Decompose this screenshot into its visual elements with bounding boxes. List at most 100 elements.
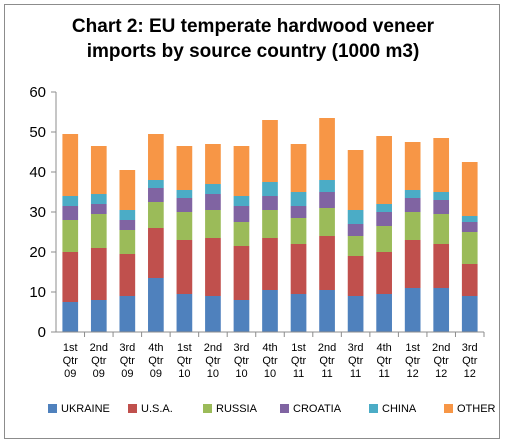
legend-label: U.S.A. (141, 403, 173, 415)
x-tick-label-line: Qtr (434, 355, 450, 367)
bar-segment-other (347, 150, 364, 210)
legend-swatch (369, 404, 378, 413)
y-tick-label: 10 (29, 284, 46, 301)
x-tick-label: 1st Qtr 11 (291, 342, 307, 380)
bar-segment-usa (461, 264, 478, 296)
bar-segment-russia (176, 212, 193, 240)
bar-segment-other (376, 136, 392, 204)
bar-segment-russia (90, 214, 107, 248)
bar-segment-ukraine (119, 296, 136, 332)
x-tick-label-line: 1st (291, 342, 306, 354)
x-tick-label-line: 10 (178, 368, 190, 380)
bar-segment-ukraine (62, 302, 79, 332)
bar-segment-ukraine (233, 300, 250, 332)
x-tick-label-line: 1st (405, 342, 420, 354)
x-tick-label-line: 09 (64, 368, 76, 380)
x-tick-label-line: Qtr (462, 355, 478, 367)
x-tick-label-line: 2nd (204, 342, 222, 354)
bar-stack (262, 120, 278, 332)
x-tick-label-line: Qtr (120, 355, 136, 367)
chart-title-line-1: Chart 2: EU temperate hardwood veneer (71, 16, 435, 37)
legend-item: CROATIA (280, 403, 342, 415)
bar-stack (62, 134, 79, 332)
x-tick-label: 3rd Qtr 11 (348, 342, 364, 380)
bar-segment-croatia (319, 192, 335, 208)
x-tick-label: 2nd Qtr 10 (204, 342, 222, 380)
bar-segment-usa (319, 236, 335, 290)
y-tick-label: 30 (29, 204, 46, 221)
x-tick-label-line: 2nd (90, 342, 108, 354)
bar-segment-china (176, 190, 193, 198)
bar-segment-china (148, 180, 164, 188)
bar-segment-china (205, 184, 221, 194)
bar-segment-china (62, 196, 79, 206)
x-tick-label-line: Qtr (319, 355, 335, 367)
bar-stack (290, 144, 307, 332)
y-tick-label: 0 (38, 324, 46, 341)
bar-segment-russia (148, 202, 164, 228)
x-tick-label-line: 11 (321, 368, 332, 380)
x-tick-label: 4th Qtr 09 (148, 342, 164, 380)
bar-segment-russia (376, 226, 392, 252)
bar-segment-usa (119, 254, 136, 296)
bar-segment-other (90, 146, 107, 194)
bar-segment-usa (433, 244, 450, 288)
bar-segment-china (461, 216, 478, 222)
legend-item: RUSSIA (203, 403, 258, 415)
bar-segment-usa (148, 228, 164, 278)
bar-segment-usa (376, 252, 392, 294)
x-tick-label-line: 11 (378, 368, 389, 380)
legend-label: UKRAINE (61, 403, 110, 415)
x-tick-label-line: 1st (177, 342, 192, 354)
bar-stacks (62, 118, 478, 332)
bar-segment-other (62, 134, 79, 196)
bar-segment-croatia (62, 206, 79, 220)
x-tick-label-line: 4th (148, 342, 163, 354)
bar-segment-croatia (376, 212, 392, 226)
x-tick-label-line: 4th (376, 342, 391, 354)
x-tick-label-line: 4th (262, 342, 277, 354)
x-tick-label-line: Qtr (148, 355, 164, 367)
y-tick-label: 60 (29, 84, 46, 101)
x-tick-label: 4th Qtr 10 (262, 342, 278, 380)
x-tick-label: 3rd Qtr 09 (119, 342, 135, 380)
x-tick-label-line: 3rd (462, 342, 478, 354)
bar-stack (90, 146, 107, 332)
bar-stack (148, 134, 164, 332)
bar-segment-ukraine (433, 288, 450, 332)
bar-stack (319, 118, 335, 332)
chart-title: Chart 2: EU temperate hardwood veneer im… (0, 14, 506, 64)
x-tick-label: 2nd Qtr 09 (90, 342, 108, 380)
x-tick-label-line: Qtr (63, 355, 79, 367)
bar-segment-ukraine (347, 296, 364, 332)
legend-label: CHINA (382, 403, 417, 415)
legend-item: OTHER (444, 403, 496, 415)
x-tick-label-line: Qtr (348, 355, 364, 367)
x-tick-label-line: 12 (407, 368, 419, 380)
legend-label: RUSSIA (216, 403, 258, 415)
x-tick-label-line: 2nd (318, 342, 336, 354)
x-tick-label-line: Qtr (262, 355, 278, 367)
x-tick-label-line: 10 (207, 368, 219, 380)
bar-segment-china (404, 190, 421, 198)
x-tick-label-line: Qtr (91, 355, 107, 367)
bar-stack (233, 146, 250, 332)
bar-segment-ukraine (461, 296, 478, 332)
bar-segment-croatia (347, 224, 364, 236)
bar-segment-usa (90, 248, 107, 300)
y-tick-label: 20 (29, 244, 46, 261)
x-tick-label-line: 1st (63, 342, 78, 354)
bar-segment-china (233, 196, 250, 206)
bar-segment-russia (347, 236, 364, 256)
bar-segment-china (376, 204, 392, 212)
x-tick-label: 4th Qtr 11 (376, 342, 392, 380)
y-axis-ticks: 0 10 20 30 40 50 60 (29, 84, 56, 341)
bar-segment-croatia (90, 204, 107, 214)
bar-segment-usa (233, 246, 250, 300)
bar-segment-russia (404, 212, 421, 240)
bar-segment-usa (404, 240, 421, 288)
bar-segment-ukraine (262, 290, 278, 332)
x-tick-label-line: Qtr (205, 355, 221, 367)
bar-segment-usa (176, 240, 193, 294)
x-tick-label: 3rd Qtr 10 (234, 342, 250, 380)
